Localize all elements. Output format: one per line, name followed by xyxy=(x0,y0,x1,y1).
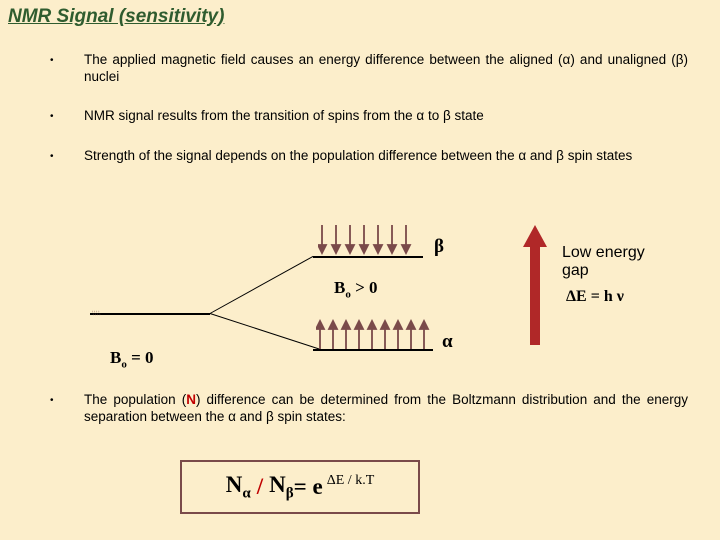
spin-group-degenerate xyxy=(92,280,101,346)
beta: β xyxy=(556,148,564,163)
t: spin states xyxy=(564,148,632,163)
bullet-text: The applied magnetic field causes an ene… xyxy=(84,52,688,86)
bullet-dot: • xyxy=(50,392,84,426)
spin-group-beta xyxy=(318,225,418,257)
alpha: α xyxy=(228,409,236,424)
t: and xyxy=(526,148,556,163)
bullet-text: The population (N) difference can be det… xyxy=(84,392,688,426)
t: The population ( xyxy=(84,392,186,407)
connector-up xyxy=(210,256,314,314)
N-red: N xyxy=(186,392,196,407)
t: to xyxy=(424,108,443,123)
alpha-label: α xyxy=(442,331,453,353)
eq-e: = e xyxy=(294,474,323,500)
slide-title: NMR Signal (sensitivity) xyxy=(8,6,224,28)
boltzmann-formula: Nα / Nβ = e ΔE / k.T xyxy=(180,460,420,514)
bullet-2: • NMR signal results from the transition… xyxy=(50,108,688,125)
beta: β xyxy=(443,108,451,123)
beta: β xyxy=(676,52,684,67)
spin-group-alpha xyxy=(316,319,434,351)
t: N xyxy=(226,472,243,497)
alpha: α xyxy=(518,148,526,163)
t: NMR signal results from the transition o… xyxy=(84,108,416,123)
t: N xyxy=(269,472,286,497)
energy-diagram: Bo = 0 β xyxy=(50,218,670,373)
t: > 0 xyxy=(351,278,378,297)
t: B xyxy=(110,348,121,367)
t: Strength of the signal depends on the po… xyxy=(84,148,518,163)
b0-gt-label: Bo > 0 xyxy=(334,278,378,300)
t: B xyxy=(334,278,345,297)
t: spin states: xyxy=(274,409,346,424)
bullet-dot: • xyxy=(50,148,84,165)
t: and xyxy=(236,409,266,424)
spin-up-icon xyxy=(316,319,434,351)
t: The applied magnetic field causes an ene… xyxy=(84,52,563,67)
alpha-sub: α xyxy=(242,485,250,501)
bullet-4: • The population (N) difference can be d… xyxy=(50,392,688,426)
beta-sub: β xyxy=(286,485,294,501)
t: ) and unaligned ( xyxy=(570,52,675,67)
bullet-dot: • xyxy=(50,52,84,86)
bullet-dot: • xyxy=(50,108,84,125)
bullet-text: Strength of the signal depends on the po… xyxy=(84,148,688,165)
spin-down-icon xyxy=(318,225,418,257)
low-gap-label: Low energy gap xyxy=(562,244,670,280)
bullet-text: NMR signal results from the transition o… xyxy=(84,108,688,125)
bullet-3: • Strength of the signal depends on the … xyxy=(50,148,688,165)
spin-up-icon xyxy=(92,280,101,346)
beta: β xyxy=(266,409,274,424)
beta-label: β xyxy=(434,236,444,258)
connector-down xyxy=(210,313,323,350)
t: state xyxy=(451,108,484,123)
N-alpha: Nα xyxy=(226,472,251,503)
transition-arrow-icon xyxy=(523,225,547,345)
delta-e-label: ΔE = h ν xyxy=(566,288,624,306)
level-line-degenerate xyxy=(90,313,210,315)
b0-zero-label: Bo = 0 xyxy=(110,348,154,370)
bullet-1: • The applied magnetic field causes an e… xyxy=(50,52,688,86)
N-beta: Nβ xyxy=(269,472,294,503)
t: = 0 xyxy=(127,348,154,367)
exponent: ΔE / k.T xyxy=(323,473,375,489)
slash: / xyxy=(251,474,269,500)
